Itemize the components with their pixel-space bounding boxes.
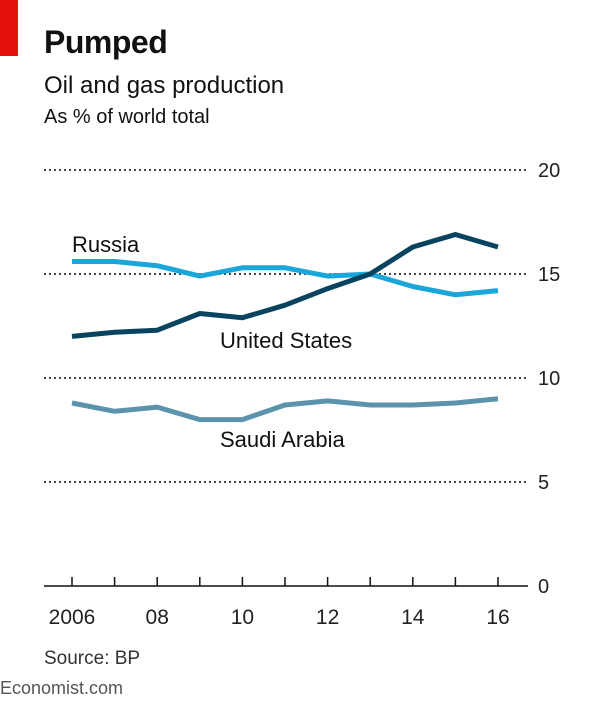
series-line-russia — [72, 259, 499, 298]
y-tick-label-20: 20 — [538, 160, 560, 182]
x-tick-label-2012: 12 — [316, 606, 339, 629]
x-tick-label-2010: 10 — [231, 606, 254, 629]
y-tick-label-10: 10 — [538, 368, 560, 390]
brand-red-tag — [0, 0, 18, 56]
x-tick-label-2006: 2006 — [49, 606, 96, 629]
x-tick-label-2014: 14 — [401, 606, 425, 629]
series-label-russia: Russia — [72, 232, 140, 257]
source-note: Source: BP — [44, 648, 141, 669]
chart-title: Pumped — [44, 24, 168, 60]
chart-subtitle: Oil and gas production — [44, 72, 285, 99]
x-tick-label-2008: 08 — [146, 606, 169, 629]
x-tick-label-2016: 16 — [486, 606, 509, 629]
y-tick-label-5: 5 — [538, 472, 549, 494]
series-line-saudi-arabia — [71, 396, 499, 423]
y-tick-label-0: 0 — [538, 576, 549, 598]
series-label-saudi-arabia: Saudi Arabia — [220, 427, 346, 452]
series-label-united-states: United States — [220, 328, 352, 353]
y-tick-label-15: 15 — [538, 264, 560, 286]
chart-unit-label: As % of world total — [44, 106, 210, 128]
brand-footer: Economist.com — [0, 678, 124, 698]
series-line-united-states — [71, 232, 499, 339]
